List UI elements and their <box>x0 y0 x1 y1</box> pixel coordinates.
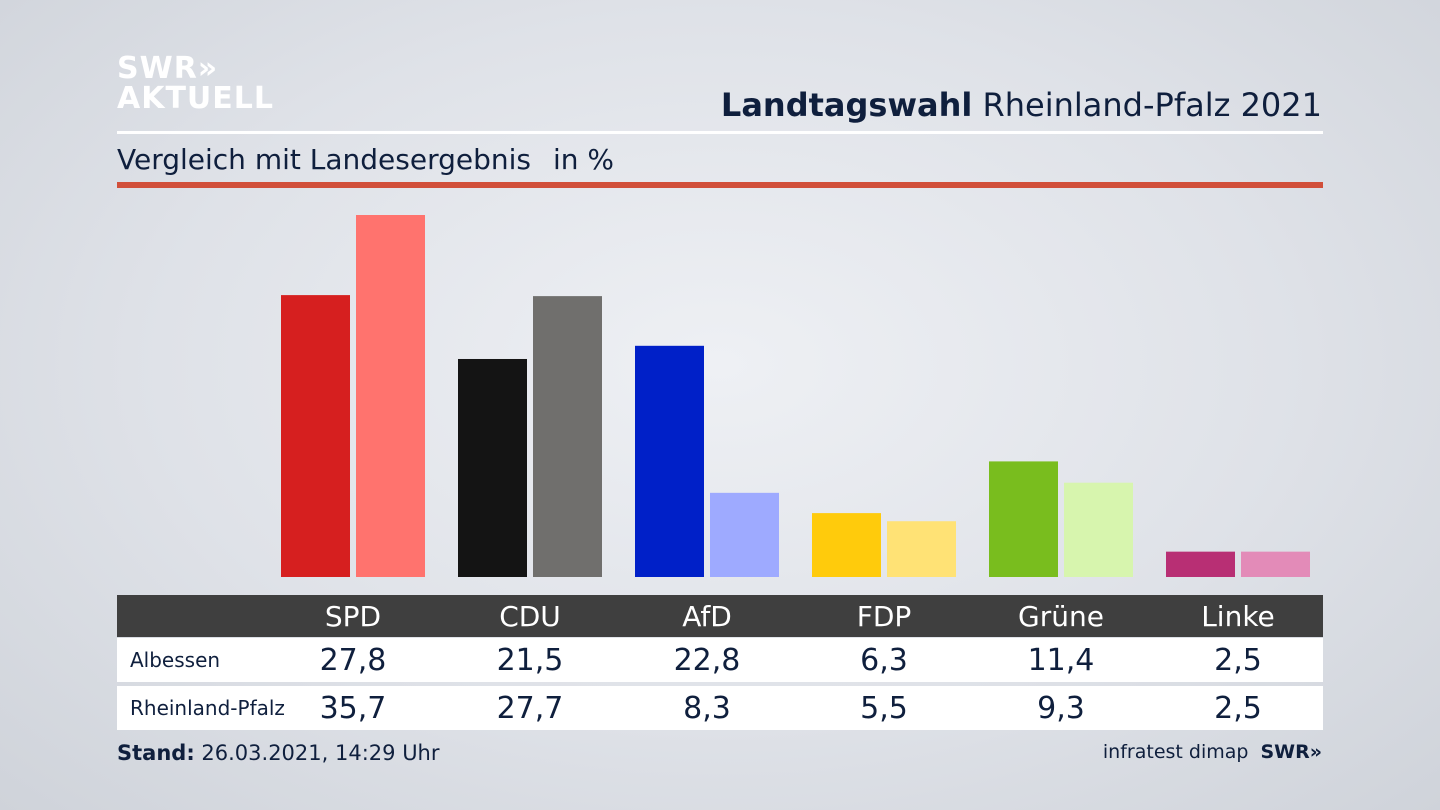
value-afd-rheinland-pfalz: 8,3 <box>683 690 731 726</box>
unit-label: in % <box>552 143 615 176</box>
accent-rule <box>117 182 1323 188</box>
bar-afd-rheinland-pfalz <box>710 492 779 577</box>
bar-cdu-albessen <box>458 358 527 577</box>
value-fdp-rheinland-pfalz: 5,5 <box>860 690 908 726</box>
bar-fdp-rheinland-pfalz <box>887 521 956 577</box>
value-cdu-albessen: 21,5 <box>496 642 564 678</box>
bar-linke-rheinland-pfalz <box>1241 551 1310 577</box>
value-cdu-rheinland-pfalz: 27,7 <box>496 690 564 726</box>
value-linke-rheinland-pfalz: 2,5 <box>1214 690 1262 726</box>
subtitle: Vergleich mit Landesergebnis in % <box>117 143 614 176</box>
row-label: Albessen <box>130 648 221 672</box>
source-credit: infratest dimap SWR» <box>1103 741 1322 763</box>
bar-cdu-rheinland-pfalz <box>533 296 602 577</box>
subtitle-text: Vergleich mit Landesergebnis <box>117 143 531 176</box>
title-rest: Rheinland-Pfalz 2021 <box>982 86 1322 124</box>
bar-linke-albessen <box>1166 551 1235 577</box>
title-divider <box>117 131 1323 134</box>
table-row-rheinland-pfalz: Rheinland-Pfalz 35,7 27,7 8,3 5,5 9,3 2,5 <box>117 686 1323 730</box>
column-header-linke: Linke <box>1201 599 1275 633</box>
column-header-afd: AfD <box>682 599 732 633</box>
column-header-spd: SPD <box>324 599 382 633</box>
timestamp: Stand: 26.03.2021, 14:29 Uhr <box>117 741 440 765</box>
value-afd-albessen: 22,8 <box>673 642 741 678</box>
value-spd-albessen: 27,8 <box>319 642 387 678</box>
swr-aktuell-logo: SWR» AKTUELL <box>117 54 274 114</box>
title-bold: Landtagswahl <box>720 86 973 124</box>
bar-gruene-rheinland-pfalz <box>1064 482 1133 577</box>
column-header-gruene: Grüne <box>1018 599 1104 633</box>
value-spd-rheinland-pfalz: 35,7 <box>319 690 387 726</box>
value-linke-albessen: 2,5 <box>1214 642 1262 678</box>
page-title: Landtagswahl Rheinland-Pfalz 2021 <box>721 86 1322 124</box>
bar-fdp-albessen <box>812 513 881 577</box>
column-header-fdp: FDP <box>856 599 912 633</box>
value-gruene-albessen: 11,4 <box>1027 642 1095 678</box>
table-row-albessen: Albessen 27,8 21,5 22,8 6,3 11,4 2,5 <box>117 638 1323 682</box>
bar-afd-albessen <box>635 345 704 577</box>
bar-gruene-albessen <box>989 461 1058 577</box>
row-label: Rheinland-Pfalz <box>130 696 285 720</box>
value-gruene-rheinland-pfalz: 9,3 <box>1037 690 1085 726</box>
stand-value: 26.03.2021, 14:29 Uhr <box>201 741 440 765</box>
swr-brand-logo: SWR» <box>1260 741 1322 763</box>
table-header: SPD CDU AfD FDP Grüne Linke <box>117 595 1323 637</box>
logo-line2: AKTUELL <box>117 81 275 116</box>
column-header-cdu: CDU <box>499 599 561 633</box>
source-text: infratest dimap <box>1102 741 1249 763</box>
bar-spd-albessen <box>281 295 350 577</box>
bar-spd-rheinland-pfalz <box>356 215 425 577</box>
value-fdp-albessen: 6,3 <box>860 642 908 678</box>
logo-line1: SWR» <box>117 51 219 86</box>
stand-label: Stand: <box>117 741 195 765</box>
